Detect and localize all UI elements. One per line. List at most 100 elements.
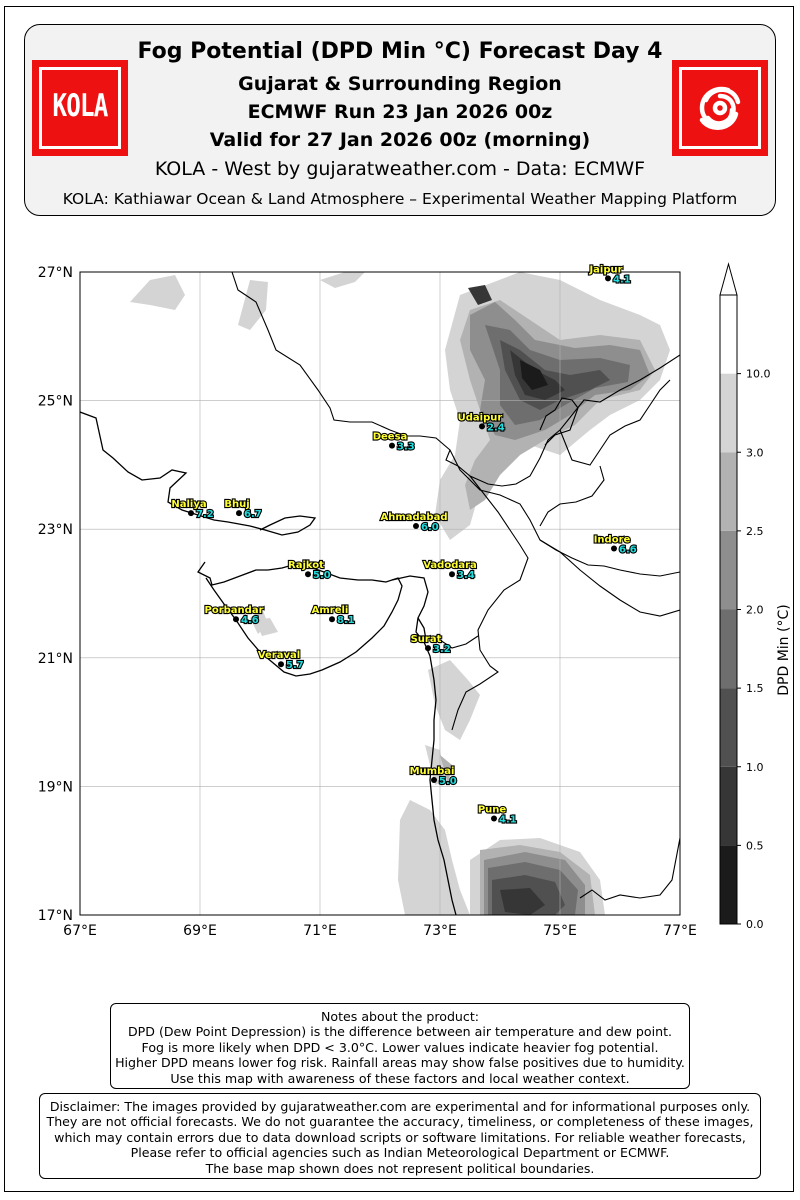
city-dot <box>329 616 335 623</box>
city-name-label: Naliya <box>171 499 206 510</box>
lat-tick-label: 25°N <box>38 394 73 410</box>
city-dot <box>605 275 611 282</box>
lon-tick-label: 71°E <box>303 923 337 939</box>
political-borders <box>231 272 680 901</box>
city-name-label: Indore <box>594 534 631 545</box>
colorbar-segment <box>720 452 737 531</box>
contour-light-konkan <box>398 800 470 915</box>
cyclone-logo <box>672 60 768 156</box>
colorbar-label: DPD Min (°C) <box>776 604 792 695</box>
contour-light-saurashtra2 <box>255 618 278 636</box>
city-name-label: Mumbai <box>410 766 455 777</box>
region-subtitle: Gujarat & Surrounding Region <box>238 73 562 95</box>
latitude-ticks: 27°N 25°N 23°N 21°N 19°N 17°N <box>38 265 73 924</box>
cyclone-icon <box>699 86 741 130</box>
city-dot <box>305 571 311 578</box>
colorbar-tick-label: 10.0 <box>746 368 771 381</box>
map-border <box>79 271 681 916</box>
city-dpd-value: 7.2 <box>196 509 214 520</box>
city-name-label: Udaipur <box>458 412 503 423</box>
city-dot <box>449 571 455 578</box>
lon-tick-label: 77°E <box>663 923 697 939</box>
contour-mid-coast <box>440 755 452 785</box>
notes-line: Fog is more likely when DPD < 3.0°C. Low… <box>141 1039 659 1055</box>
kola-logo-text: KOLA <box>52 88 108 124</box>
contour-light-nw <box>130 275 185 310</box>
city-name-label: Jaipur <box>588 264 622 275</box>
city-dot <box>233 616 239 623</box>
lon-tick-label: 75°E <box>543 923 577 939</box>
city-dot <box>479 423 485 430</box>
colorbar-tick-label: 0.0 <box>746 918 764 931</box>
lon-tick-label: 69°E <box>183 923 217 939</box>
coastline <box>80 411 457 915</box>
city-dot <box>236 510 242 517</box>
city-dot <box>431 776 437 783</box>
city-markers: Jaipur4.1Udaipur2.4Deesa3.3Naliya7.2Bhuj… <box>170 263 638 826</box>
colorbar-segment <box>720 373 737 453</box>
city-name-label: Deesa <box>373 432 408 443</box>
city-dot <box>491 815 497 822</box>
city-dot <box>413 522 419 529</box>
city-dpd-value: 3.3 <box>397 442 415 453</box>
city-dpd-value: 3.4 <box>457 570 475 581</box>
colorbar-tick-label: 0.5 <box>746 839 764 852</box>
city-dpd-value: 4.1 <box>499 815 517 826</box>
city-dpd-value: 5.0 <box>439 776 457 787</box>
city-dpd-value: 3.2 <box>433 644 451 655</box>
city-name-label: Veraval <box>258 650 300 661</box>
city-dpd-value: 6.7 <box>244 509 262 520</box>
page-frame <box>4 6 794 1192</box>
source-line: KOLA - West by gujaratweather.com - Data… <box>154 158 646 180</box>
notes-line: DPD (Dew Point Depression) is the differ… <box>127 1024 673 1040</box>
lat-tick-label: 23°N <box>38 522 73 538</box>
disclaimer-line: The base map shown does not represent po… <box>205 1160 595 1176</box>
colorbar-tick-label: 3.0 <box>746 446 764 459</box>
contour-light-top <box>320 272 365 288</box>
notes-box: Notes about the product: DPD (Dew Point … <box>110 1003 690 1089</box>
platform-line: KOLA: Kathiawar Ocean & Land Atmosphere … <box>62 190 738 208</box>
city-dpd-value: 2.4 <box>487 422 505 433</box>
lat-tick-label: 21°N <box>38 651 73 667</box>
city-dot <box>389 442 395 449</box>
disclaimer-box: Disclaimer: The images provided by gujar… <box>39 1093 761 1179</box>
city-dpd-value: 5.0 <box>313 570 331 581</box>
colorbar-segment <box>720 530 737 610</box>
city-name-label: Porbandar <box>205 605 264 616</box>
run-subtitle: ECMWF Run 23 Jan 2026 00z <box>247 101 553 123</box>
colorbar-segment <box>720 295 737 374</box>
contour-core-north <box>520 360 548 390</box>
notes-line: Use this map with awareness of these fac… <box>170 1070 630 1086</box>
colorbar: 0.0 0.5 1.0 1.5 2.0 2.5 3.0 10.0 <box>719 262 771 931</box>
contour-densest-top <box>468 285 492 305</box>
contour-light-coast <box>428 660 480 740</box>
colorbar-segment <box>720 609 737 689</box>
city-dpd-value: 8.1 <box>337 615 355 626</box>
city-name-label: Vadodara <box>423 560 477 571</box>
lon-tick-label: 73°E <box>423 923 457 939</box>
city-dpd-value: 6.6 <box>619 544 637 555</box>
lon-tick-label: 67°E <box>63 923 97 939</box>
city-name-label: Rajkot <box>288 560 324 571</box>
lat-tick-label: 19°N <box>38 779 73 795</box>
lat-tick-label: 27°N <box>38 265 73 281</box>
contour-densest-deccan <box>500 888 545 915</box>
lat-tick-label: 17°N <box>38 908 73 924</box>
disclaimer-line: Please refer to official agencies such a… <box>130 1145 670 1161</box>
colorbar-tick-label: 1.5 <box>746 682 764 695</box>
city-dot <box>611 545 617 552</box>
colorbar-segment <box>720 688 737 767</box>
city-dpd-value: 6.0 <box>421 522 439 533</box>
